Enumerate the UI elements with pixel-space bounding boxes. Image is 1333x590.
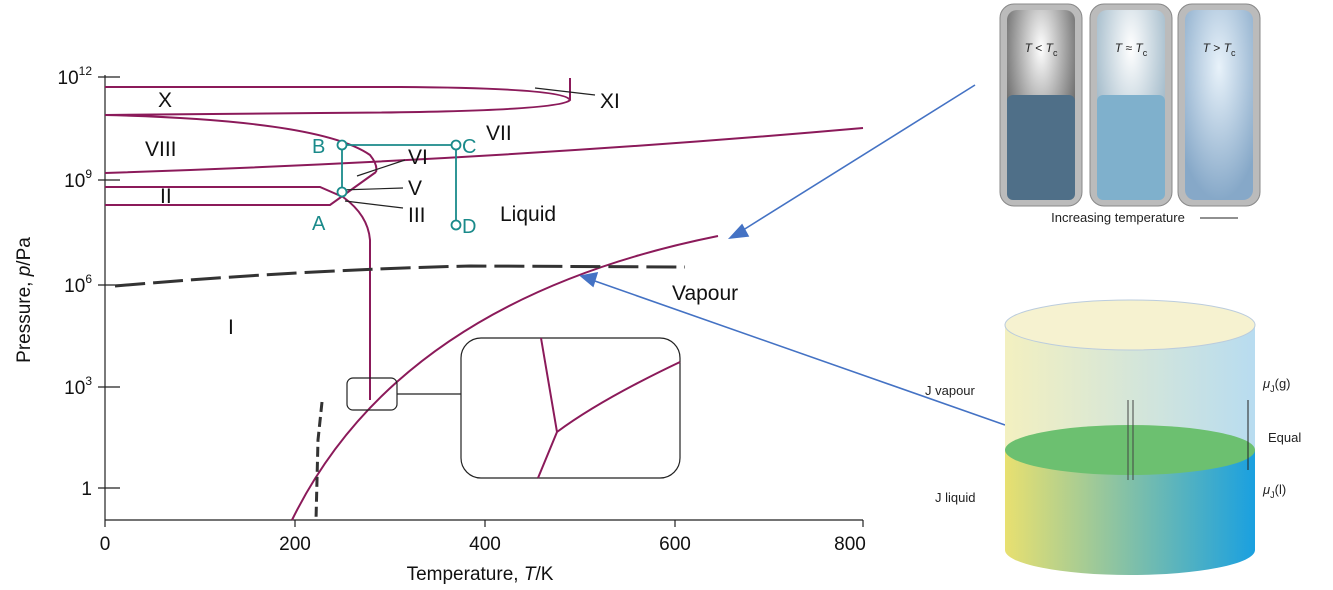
region-label: I	[228, 316, 234, 339]
region-label: VI	[408, 146, 428, 169]
vial-labels: T < Tc T ≈ Tc T > Tc	[1025, 41, 1236, 58]
y-tick-label: 109	[64, 167, 92, 192]
tick-exp: 12	[79, 64, 93, 78]
x-tick-label: 400	[469, 534, 501, 555]
region-label: V	[408, 177, 422, 200]
y-axis-label: Pressure, p/Pa	[14, 237, 35, 363]
cylinder-label: J liquid	[935, 490, 975, 505]
equal-label: Equal	[1268, 430, 1301, 445]
region-label: XI	[600, 90, 620, 113]
point-label: B	[312, 136, 325, 158]
y-tick-label: 106	[64, 272, 92, 297]
vial-label-part: >	[1210, 41, 1224, 55]
vial-label-part: c	[1053, 48, 1058, 58]
y-tick-label: 1012	[58, 64, 93, 89]
region-label: VII	[486, 122, 512, 145]
point-label: C	[462, 136, 476, 158]
region-label: VIII	[145, 138, 177, 161]
vial-label: T ≈ Tc	[1115, 41, 1148, 58]
dashed-lines	[114, 264, 686, 521]
vial-label-part: T	[1115, 41, 1124, 55]
x-tick-label: 800	[834, 534, 866, 555]
mu-label: μJ(g)	[1262, 376, 1291, 394]
tick-exp: 3	[85, 374, 92, 388]
leader-lines	[339, 87, 596, 209]
region-label: II	[160, 185, 172, 208]
x-tick-label: 600	[659, 534, 691, 555]
tick-base: 10	[58, 68, 79, 89]
vial-label-part: c	[1143, 48, 1148, 58]
point-label: D	[462, 216, 476, 238]
tick-base: 10	[64, 276, 85, 297]
y-tick-label: 103	[64, 374, 92, 399]
vial-label-part: T	[1135, 41, 1144, 55]
y-tick-label: 1	[81, 479, 92, 500]
tick-base: 1	[81, 479, 92, 500]
zoom-inset	[346, 337, 681, 479]
tick-exp: 6	[85, 272, 92, 286]
path-box	[336, 139, 462, 231]
x-tick-label: 0	[100, 534, 111, 555]
tick-exp: 9	[85, 167, 92, 181]
region-label: X	[158, 89, 172, 112]
mu-label: μJ(l)	[1262, 482, 1286, 500]
vial-label-part: <	[1032, 41, 1046, 55]
vial-label-part: ≈	[1122, 41, 1135, 55]
vial-label: T > Tc	[1203, 41, 1236, 58]
axes	[98, 75, 864, 527]
tick-base: 10	[64, 171, 85, 192]
vial-caption: Increasing temperature	[1051, 210, 1185, 225]
vials	[999, 3, 1261, 207]
vial-label-part: T	[1025, 41, 1034, 55]
region-label: Liquid	[500, 203, 556, 226]
cylinder	[1004, 299, 1256, 575]
cylinder-label: J vapour	[925, 383, 976, 398]
tick-base: 10	[64, 378, 85, 399]
vial-label-part: T	[1203, 41, 1212, 55]
vial-label: T < Tc	[1025, 41, 1058, 58]
region-label: III	[408, 204, 426, 227]
phase-boundaries	[104, 78, 864, 521]
vial-label-part: T	[1224, 41, 1233, 55]
arrows	[579, 84, 1006, 426]
vial-label-part: T	[1046, 41, 1055, 55]
x-tick-label: 200	[279, 534, 311, 555]
x-axis-label: Temperature, T/K	[407, 564, 554, 585]
region-label: Vapour	[672, 282, 738, 305]
point-label: A	[312, 213, 326, 235]
vial-label-part: c	[1231, 48, 1236, 58]
